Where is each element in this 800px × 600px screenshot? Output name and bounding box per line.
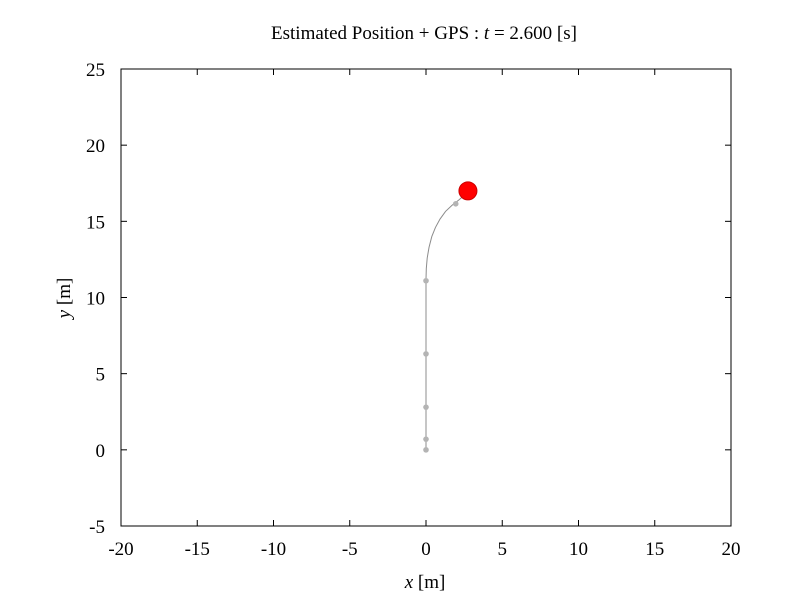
gps-point [423,277,429,284]
y-axis-label-var: y [54,309,75,320]
chart-title: Estimated Position + GPS : t = 2.600 [s] [271,23,577,44]
gps-point [423,404,429,410]
x-tick-label: 20 [722,539,741,560]
x-axis-label-unit: [m] [418,572,445,593]
y-tick-label: -5 [89,517,105,538]
x-axis-label-var: x [404,572,414,593]
gps-point [452,201,459,207]
x-tick-label: -20 [108,539,133,560]
gps-point [423,447,429,453]
chart-title-var: t [484,23,490,44]
current-position-marker [458,181,478,201]
gps-point [423,351,429,357]
x-tick-label: 15 [645,539,664,560]
y-tick-label: 10 [86,289,105,310]
chart-title-suffix: = 2.600 [s] [489,23,577,44]
x-tick-label: -5 [342,539,358,560]
x-axis-ticks: -20 -15 -10 -5 0 5 10 15 20 [108,69,741,560]
x-tick-label: 5 [498,539,508,560]
y-axis-label: y [m] [54,278,75,321]
gps-point [423,436,429,442]
y-tick-label: 5 [96,365,106,386]
series-layer [423,181,478,453]
x-tick-label: 10 [569,539,588,560]
x-tick-label: -10 [261,539,286,560]
y-tick-label: 25 [86,60,105,81]
y-tick-label: 0 [96,441,106,462]
trajectory-line [425,190,469,450]
x-tick-label: -15 [185,539,210,560]
y-axis-ticks: -5 0 5 10 15 20 25 [86,60,731,538]
y-axis-label-unit: [m] [54,278,75,305]
x-axis-label: x [m] [404,572,446,593]
chart-title-prefix: Estimated Position + GPS : [271,23,484,44]
y-tick-label: 20 [86,136,105,157]
x-tick-label: 0 [421,539,431,560]
y-tick-label: 15 [86,212,105,233]
